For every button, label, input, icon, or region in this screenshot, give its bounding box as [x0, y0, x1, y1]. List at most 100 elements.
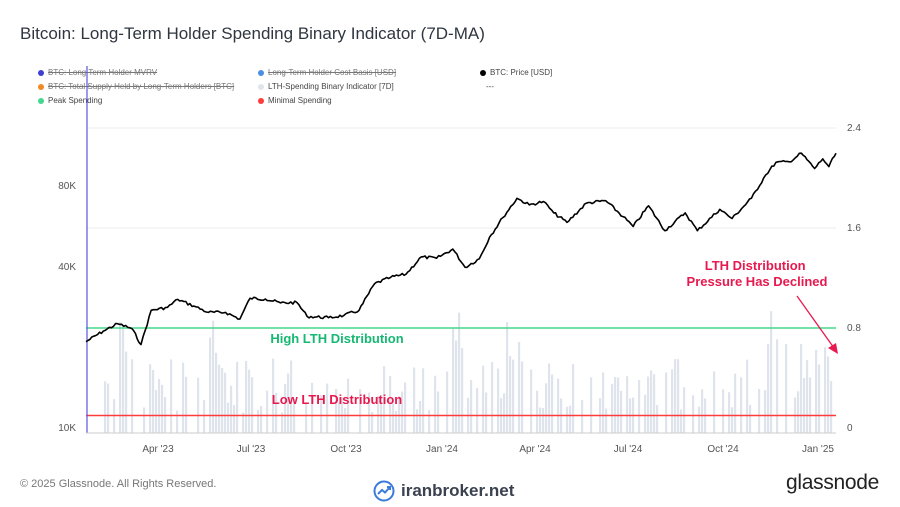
legend-item-lth-cost-basis[interactable]: Long-Term Holder Cost Basis [USD]: [258, 68, 396, 77]
copyright-text: © 2025 Glassnode. All Rights Reserved.: [20, 478, 217, 490]
x-tick-label: Jul '24: [614, 444, 643, 455]
annotation-low-distribution: Low LTH Distribution: [272, 392, 403, 407]
indicator-bar: [599, 398, 602, 433]
indicator-bar: [491, 362, 494, 433]
indicator-bar: [335, 388, 338, 433]
indicator-bar: [185, 376, 188, 433]
indicator-bar: [197, 377, 200, 433]
legend-item-lth-mvrv[interactable]: BTC: Long Term Holder MVRV: [38, 68, 157, 77]
indicator-bar: [236, 361, 239, 433]
x-tick-label: Jan '24: [426, 444, 458, 455]
indicator-bar: [551, 374, 554, 433]
indicator-bar: [122, 324, 125, 433]
indicator-bar: [215, 352, 218, 433]
indicator-bar: [809, 377, 812, 433]
indicator-bar: [824, 347, 827, 433]
indicator-bar: [509, 356, 512, 433]
indicator-bar: [605, 408, 608, 433]
indicator-bar: [164, 397, 167, 433]
legend-dot-icon: [258, 83, 264, 90]
indicator-bar: [467, 397, 470, 433]
indicator-bar: [392, 403, 395, 433]
indicator-bar: [677, 359, 680, 433]
annotation-pressure-declined: LTH Distribution Pressure Has Declined: [687, 258, 828, 289]
indicator-bar: [827, 356, 830, 433]
indicator-bar: [776, 339, 779, 433]
y-axis-left-ticks: 10K 40K 80K: [58, 181, 76, 434]
legend-item-btc-price[interactable]: BTC: Price [USD]: [480, 68, 552, 77]
y-right-tick-label: 1.6: [847, 223, 861, 234]
legend-item-lth-supply[interactable]: BTC: Total Supply Held by Long-Term Hold…: [38, 82, 234, 91]
indicator-bar: [404, 382, 407, 433]
x-tick-label: Jul '23: [237, 444, 266, 455]
indicator-bar: [230, 385, 233, 433]
indicator-bar: [590, 377, 593, 433]
annotation-high-distribution: High LTH Distribution: [270, 331, 403, 346]
arrow-head-icon: [828, 343, 838, 354]
indicator-bar: [722, 389, 725, 433]
indicator-bar: [428, 410, 431, 433]
indicator-bar: [260, 405, 263, 433]
indicator-bar: [581, 399, 584, 433]
indicator-bar: [746, 359, 749, 433]
indicator-bar: [572, 363, 575, 433]
indicator-bar: [644, 394, 647, 433]
y-right-tick-label: 0.8: [847, 323, 861, 334]
legend-item-binary-indicator[interactable]: LTH-Spending Binary Indicator [7D]: [258, 82, 394, 91]
indicator-bar: [155, 390, 158, 433]
trend-chart-icon: [373, 480, 395, 502]
indicator-bar: [398, 396, 401, 433]
indicator-bar: [518, 342, 521, 433]
indicator-bar: [542, 407, 545, 433]
indicator-bar: [290, 360, 293, 433]
indicator-bar: [683, 387, 686, 433]
indicator-bar: [749, 404, 752, 433]
indicator-bar: [227, 402, 230, 433]
indicator-bar: [602, 372, 605, 433]
indicator-bar: [794, 397, 797, 433]
indicator-bar: [500, 398, 503, 433]
indicator-bar: [503, 393, 506, 433]
indicator-bar: [692, 395, 695, 433]
indicator-bar: [359, 389, 362, 433]
indicator-bar: [818, 364, 821, 433]
indicator-bar: [176, 410, 179, 433]
legend-item-minimal-spending[interactable]: Minimal Spending: [258, 96, 332, 105]
indicator-bar: [380, 395, 383, 433]
y-axis-right-ticks: 0 0.8 1.6 2.4: [847, 123, 861, 434]
indicator-bar: [266, 390, 269, 433]
indicator-bar: [770, 311, 773, 433]
indicator-bar: [401, 391, 404, 433]
indicator-bar: [740, 377, 743, 433]
x-axis-ticks: Apr '23 Jul '23 Oct '23 Jan '24 Apr '24 …: [142, 444, 834, 455]
indicator-bar: [653, 374, 656, 433]
indicator-bar: [560, 398, 563, 433]
indicator-bar: [242, 412, 245, 433]
y-right-tick-label: 2.4: [847, 123, 861, 134]
y-right-tick-label: 0: [847, 423, 853, 434]
indicator-bar: [437, 391, 440, 433]
indicator-bar: [617, 377, 620, 433]
indicator-bar: [512, 359, 515, 433]
indicator-bar: [104, 381, 107, 433]
indicator-bar: [461, 348, 464, 433]
indicator-bar: [530, 369, 533, 433]
legend-item-peak-spending[interactable]: Peak Spending: [38, 96, 102, 105]
indicator-bar: [647, 376, 650, 433]
watermark-text: iranbroker.net: [401, 481, 515, 500]
indicator-bar: [251, 377, 254, 433]
y-left-tick-label: 80K: [58, 181, 76, 192]
indicator-bar: [785, 344, 788, 433]
indicator-bar: [107, 383, 110, 433]
indicator-bar: [209, 337, 212, 433]
indicator-bar: [338, 402, 341, 433]
indicator-bar: [485, 392, 488, 433]
indicator-bar: [293, 399, 296, 433]
indicator-bar: [800, 344, 803, 433]
indicator-bar: [158, 378, 161, 433]
indicator-bar: [446, 371, 449, 433]
indicator-bar: [650, 370, 653, 433]
x-tick-label: Apr '24: [519, 444, 551, 455]
indicator-bar: [218, 364, 221, 433]
indicator-bar: [422, 368, 425, 433]
